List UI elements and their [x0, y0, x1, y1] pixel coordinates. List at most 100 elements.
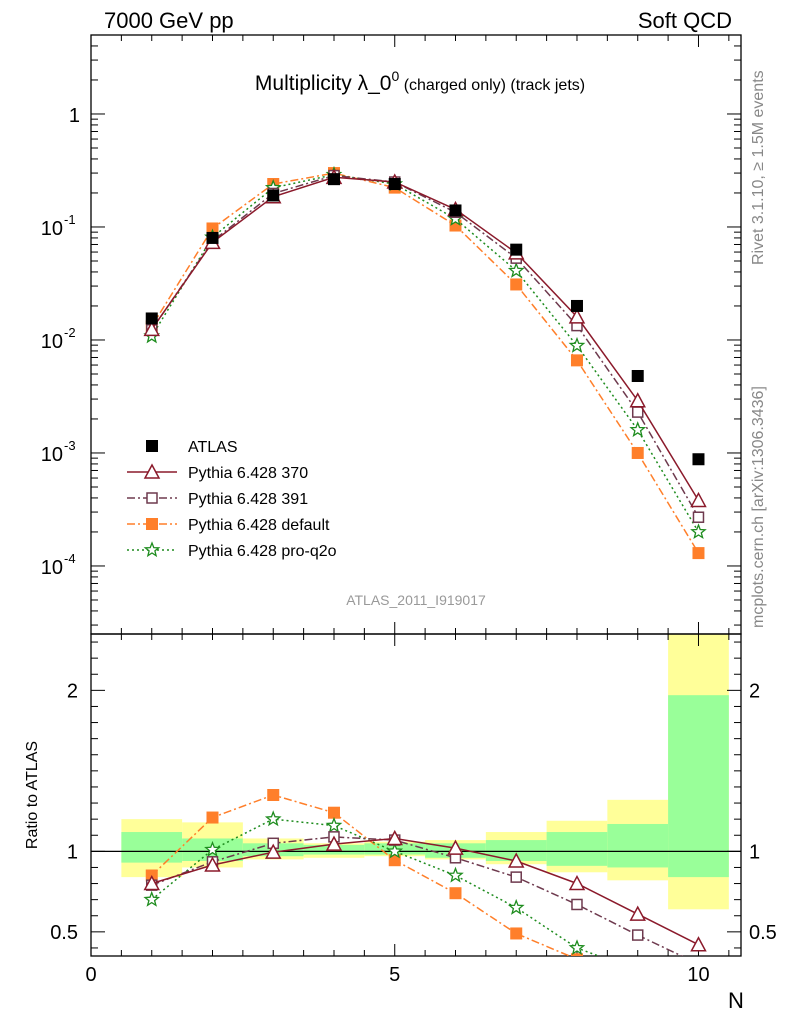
ratio-point-pdefault [510, 927, 523, 940]
uncertainty-band-inner [121, 832, 183, 863]
ratio-point-p391 [631, 929, 644, 941]
ratio-point-pdefault [632, 973, 644, 985]
main-point-atlas [388, 178, 401, 191]
legend-label-pdefault: Pythia 6.428 default [188, 517, 330, 534]
main-point-atlas [570, 299, 583, 312]
ratio-point-pdefault [267, 789, 280, 801]
ratio-y-tick-label-right: 0.5 [749, 922, 777, 944]
ratio-line-pq2o [151, 818, 601, 956]
legend-marker-pq2o [143, 541, 161, 558]
main-point-pdefault [570, 354, 583, 367]
legend-label-pq2o: Pythia 6.428 pro-q2o [188, 543, 337, 560]
main-point-pdefault [206, 222, 219, 235]
main-point-p370 [568, 308, 586, 324]
main-point-pdefault [692, 547, 705, 560]
main-point-pq2o [690, 523, 707, 540]
main-point-pq2o [568, 336, 586, 353]
y-tick-label: 10 [41, 218, 63, 240]
ratio-y-tick-label: 0.5 [50, 922, 78, 944]
y-tick-label: 10 [41, 557, 63, 579]
chart-title: Multiplicity λ_00 (charged only) (track … [255, 68, 585, 95]
legend-label-p370: Pythia 6.428 370 [188, 465, 308, 482]
main-point-p370 [629, 392, 646, 408]
y-tick-label-exponent: -4 [64, 551, 76, 566]
x-tick-label: 5 [389, 964, 400, 986]
uncertainty-band-inner [546, 832, 608, 866]
ratio-point-pq2o [631, 964, 644, 977]
main-point-atlas [449, 204, 462, 217]
ratio-series-group [143, 789, 707, 985]
x-tick-label: 10 [687, 964, 709, 986]
x-axis-label: N [728, 988, 744, 1013]
ratio-point-p370 [204, 856, 221, 872]
uncertainty-band-inner [668, 695, 729, 878]
legend-label-p391: Pythia 6.428 391 [188, 491, 308, 508]
ratio-y-tick-label-right: 1 [749, 841, 760, 863]
ratio-point-p370 [507, 852, 525, 868]
ratio-point-p370 [143, 874, 161, 891]
main-point-atlas [267, 189, 280, 202]
main-point-atlas [206, 231, 219, 244]
ratio-point-pq2o [204, 840, 221, 857]
ratio-point-pq2o [447, 866, 464, 883]
main-point-atlas [327, 173, 340, 186]
x-tick-label: 0 [85, 964, 96, 986]
ratio-point-p370 [264, 843, 282, 859]
y-tick-label-exponent: -1 [64, 212, 76, 227]
ratio-point-p370 [690, 936, 707, 952]
ratio-point-pdefault [327, 806, 340, 819]
main-point-pq2o [629, 421, 647, 438]
ratio-point-p391 [571, 898, 583, 911]
header-left-label: 7000 GeV pp [104, 8, 234, 33]
ratio-point-p370 [447, 839, 464, 855]
main-point-p391 [692, 511, 705, 523]
ratio-point-pdefault [206, 811, 219, 824]
ratio-line-p391 [151, 836, 684, 956]
header-right-label: Soft QCD [637, 8, 732, 33]
main-point-pdefault [510, 278, 523, 291]
ratio-point-pdefault [449, 887, 462, 900]
ratio-y-tick-label: 2 [67, 680, 78, 702]
ratio-point-p370 [325, 835, 343, 851]
ratio-point-pdefault [388, 854, 401, 867]
main-point-p370 [143, 320, 161, 337]
main-point-p370 [690, 491, 707, 508]
ratio-point-p391 [510, 871, 522, 883]
ratio-point-pq2o [325, 816, 343, 833]
main-line-p391 [151, 174, 700, 518]
ratio-point-pdefault [570, 953, 583, 956]
legend-marker-atlas [146, 440, 158, 452]
main-series-group [143, 165, 707, 560]
ratio-plot-frame [90, 633, 742, 957]
main-point-pq2o [507, 261, 525, 278]
main-point-atlas [510, 243, 523, 256]
y-tick-label-exponent: -3 [64, 438, 76, 453]
y-tick-label: 1 [69, 105, 80, 127]
ratio-point-p370 [386, 829, 403, 846]
ratio-line-p370 [151, 837, 699, 946]
ratio-y-tick-label-right: 2 [749, 680, 760, 702]
legend-label-atlas: ATLAS [188, 439, 238, 456]
main-line-p370 [151, 176, 700, 501]
y-tick-label-exponent: -2 [64, 325, 76, 340]
legend: ATLAS Pythia 6.428 370 Pythia 6.428 391 Pyt… [127, 439, 337, 560]
main-line-pq2o [151, 173, 700, 533]
main-point-p391 [631, 406, 644, 418]
main-point-atlas [145, 312, 158, 325]
legend-marker-pdefault [146, 518, 158, 530]
ratio-point-pq2o [507, 898, 525, 915]
ratio-line-pdefault [151, 794, 572, 956]
ratio-point-p370 [629, 905, 646, 921]
ratio-point-pq2o [264, 810, 282, 827]
legend-marker-p370 [143, 463, 161, 479]
y-tick-label: 10 [41, 331, 63, 353]
uncertainty-band-inner [607, 823, 669, 868]
y-tick-label: 10 [41, 444, 63, 466]
ratio-y-axis-label: Ratio to ATLAS [24, 741, 41, 849]
main-point-atlas [692, 453, 705, 466]
ratio-point-p370 [568, 874, 586, 891]
ratio-point-pq2o [568, 939, 586, 956]
uncertainty-band-inner [485, 840, 547, 862]
ratio-point-pq2o [143, 890, 161, 907]
